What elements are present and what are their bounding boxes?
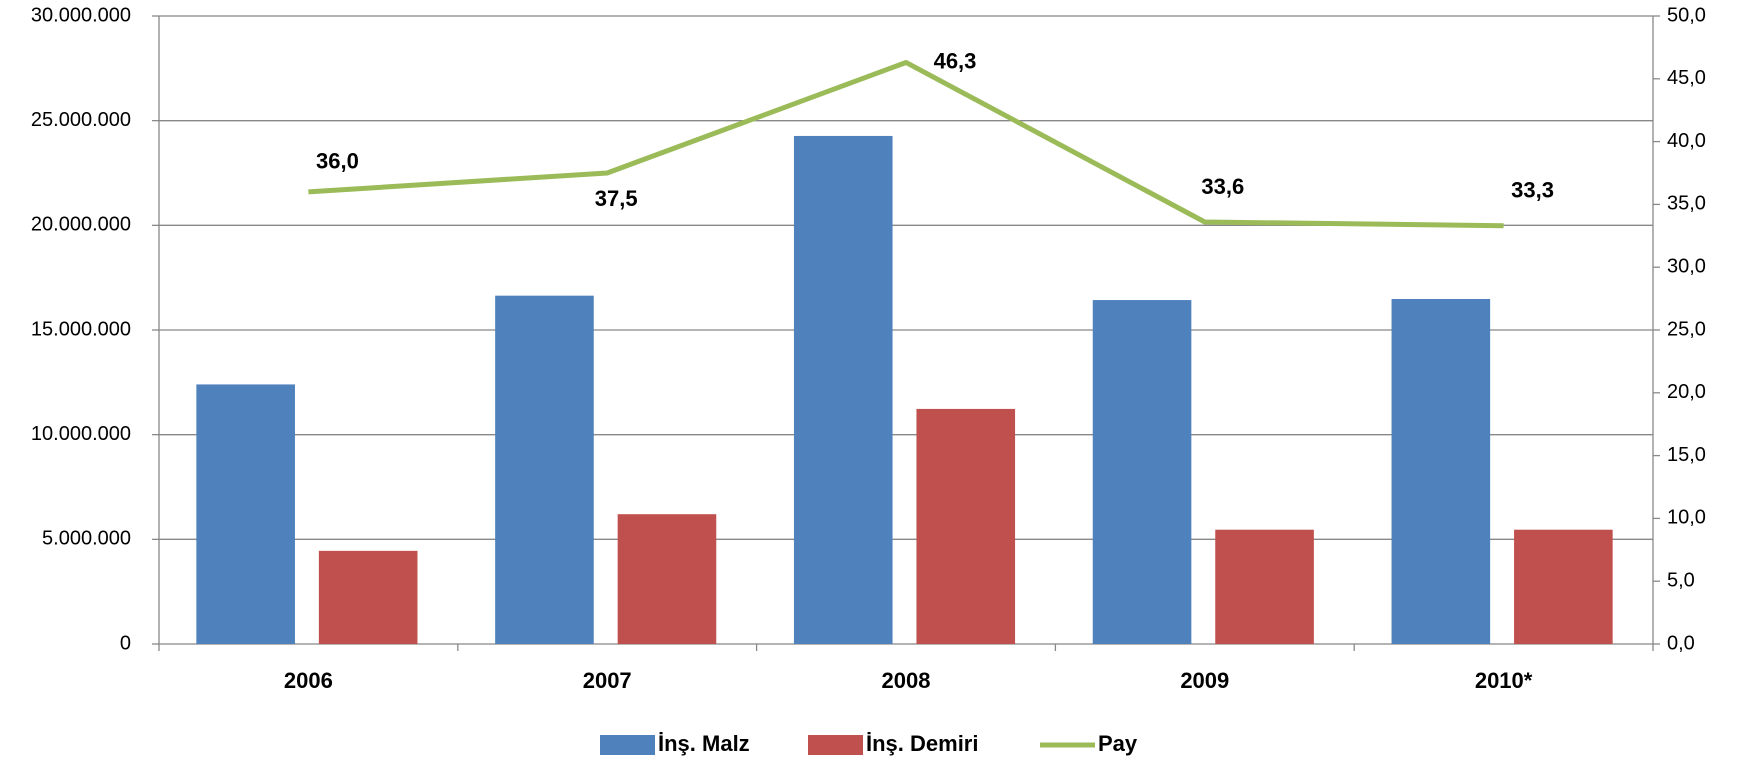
data-label: 33,6 (1201, 174, 1244, 199)
data-label: 46,3 (934, 48, 977, 73)
legend-label: Pay (1098, 731, 1138, 756)
legend-label: İnş. Demiri (866, 731, 978, 756)
y-tick-label: 20.000.000 (31, 214, 131, 236)
y2-tick-label: 5,0 (1667, 569, 1695, 591)
legend-swatch (808, 735, 863, 755)
data-label: 37,5 (595, 186, 638, 211)
y2-tick-label: 20,0 (1667, 381, 1706, 403)
bar (495, 295, 594, 644)
bar (1391, 299, 1491, 644)
legend-swatch (600, 735, 655, 755)
y2-tick-label: 15,0 (1667, 444, 1706, 466)
y2-tick-label: 30,0 (1667, 255, 1706, 277)
y-tick-label: 25.000.000 (31, 109, 131, 131)
y-tick-label: 30.000.000 (31, 4, 131, 26)
x-tick-label: 2010* (1475, 668, 1533, 693)
bar (318, 550, 418, 644)
bar (1092, 300, 1192, 644)
y2-tick-label: 25,0 (1667, 318, 1706, 340)
x-tick-label: 2007 (583, 668, 632, 693)
y2-tick-label: 45,0 (1667, 67, 1706, 89)
data-label: 36,0 (316, 149, 359, 174)
y2-tick-label: 10,0 (1667, 507, 1706, 529)
y-tick-label: 5.000.000 (42, 528, 131, 550)
line (308, 59, 1504, 229)
y2-tick-label: 40,0 (1667, 130, 1706, 152)
x-tick-label: 2006 (284, 668, 333, 693)
y2-tick-label: 35,0 (1667, 193, 1706, 215)
legend-label: İnş. Malz (658, 731, 750, 756)
x-tick-label: 2009 (1180, 668, 1229, 693)
bar (1514, 529, 1613, 644)
bar (1215, 529, 1314, 644)
bar (617, 514, 717, 644)
x-tick-label: 2008 (882, 668, 931, 693)
bar (196, 384, 295, 644)
bar (793, 135, 893, 644)
y-tick-label: 15.000.000 (31, 318, 131, 340)
y-tick-label: 0 (120, 632, 131, 654)
data-label: 33,3 (1511, 178, 1554, 203)
bar (916, 408, 1016, 644)
y2-tick-label: 50,0 (1667, 4, 1706, 26)
y2-tick-label: 0,0 (1667, 632, 1695, 654)
y-tick-label: 10.000.000 (31, 423, 131, 445)
